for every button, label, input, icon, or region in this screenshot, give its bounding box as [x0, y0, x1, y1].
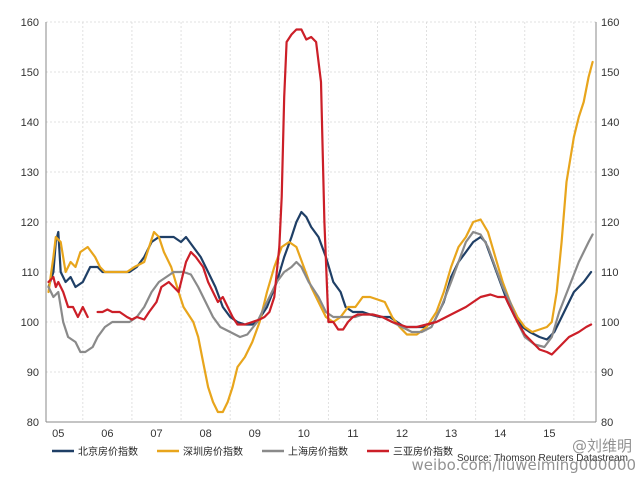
watermark-handle: @刘维明: [572, 437, 632, 455]
legend: 北京房价指数 深圳房价指数 上海房价指数 三亚房价指数: [52, 445, 453, 458]
x-tick-label: 05: [52, 428, 64, 440]
legend-label-1: 北京房价指数: [78, 445, 138, 458]
y-tick-label-left: 120: [21, 217, 39, 229]
y-tick-label-right: 120: [601, 217, 619, 229]
series-line-4: [47, 28, 593, 356]
x-tick-label: 15: [543, 428, 555, 440]
axes: [45, 22, 597, 423]
y-tick-label-left: 150: [21, 67, 39, 79]
series-line-2: [47, 60, 594, 414]
series-lines: [47, 28, 594, 414]
x-tick-label: 08: [199, 428, 211, 440]
y-axis-right-ticks: 80 90 100 110 120 130 140 150 160: [601, 17, 619, 429]
x-tick-label: 11: [347, 428, 358, 440]
x-tick-label: 07: [150, 428, 162, 440]
y-tick-label-left: 160: [21, 17, 39, 29]
source-note: Source: Thomson Reuters Datastream: [457, 453, 628, 464]
legend-label-3: 上海房价指数: [288, 445, 348, 458]
x-tick-label: 12: [396, 428, 408, 440]
series-line-3: [47, 230, 594, 354]
x-tick-label: 14: [494, 428, 506, 440]
y-tick-label-right: 140: [601, 117, 619, 129]
y-tick-label-right: 100: [601, 317, 619, 329]
watermark-url: weibo.com/liuweiming000000: [411, 456, 636, 474]
y-tick-label-right: 160: [601, 17, 619, 29]
y-tick-label-right: 150: [601, 67, 619, 79]
y-tick-label-left: 90: [27, 367, 39, 379]
series-line-1: [47, 210, 593, 341]
legend-label-2: 深圳房价指数: [183, 445, 243, 458]
y-tick-label-right: 90: [601, 367, 613, 379]
y-tick-label-right: 80: [601, 417, 613, 429]
x-tick-label: 06: [101, 428, 113, 440]
x-tick-label: 09: [249, 428, 261, 440]
x-tick-label: 10: [298, 428, 310, 440]
y-tick-label-left: 100: [21, 317, 39, 329]
y-tick-label-left: 140: [21, 117, 39, 129]
y-tick-label-left: 80: [27, 417, 39, 429]
y-tick-label-left: 130: [21, 167, 39, 179]
y-tick-label-left: 110: [21, 267, 39, 279]
y-tick-label-right: 130: [601, 167, 619, 179]
x-tick-label: 13: [445, 428, 457, 440]
y-tick-label-right: 110: [601, 267, 619, 279]
y-axis-left-ticks: 80 90 100 110 120 130 140 150 160: [21, 17, 39, 429]
x-axis-ticks: 05 06 07 08 09 10 11 12 13 14 15: [52, 428, 555, 440]
watermark: @刘维明 weibo.com/liuweiming000000: [411, 437, 636, 474]
legend-label-4: 三亚房价指数: [393, 445, 453, 458]
